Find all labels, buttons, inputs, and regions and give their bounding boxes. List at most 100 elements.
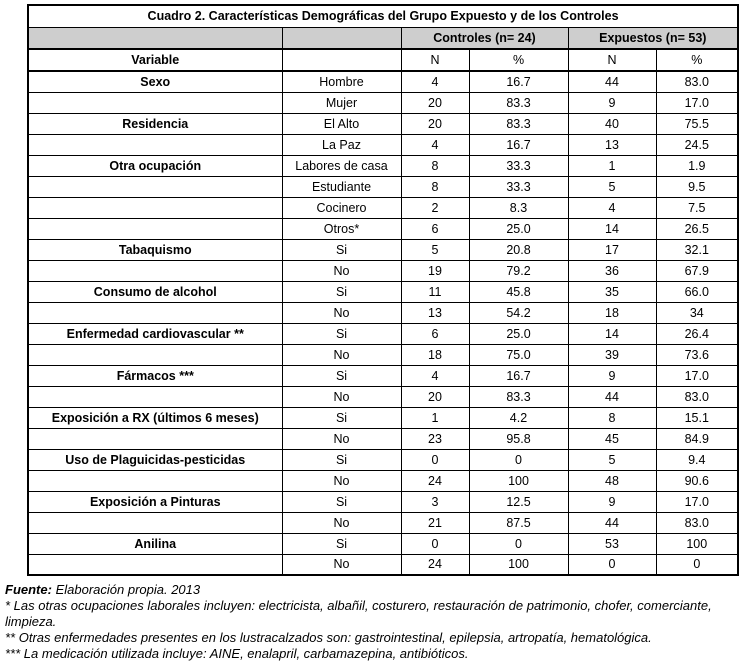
cell-controles-pct: 16.7 <box>468 133 569 156</box>
cell-expuestos-pct: 83.0 <box>655 385 739 408</box>
group-controles-header: Controles (n= 24) <box>400 26 569 50</box>
table-row: Residencia El Alto 20 83.3 40 75.5 <box>27 112 739 135</box>
cell-controles-pct: 20.8 <box>468 238 569 261</box>
cell-expuestos-pct: 73.6 <box>655 343 739 366</box>
cell-expuestos-n: 5 <box>567 448 657 471</box>
table-row: No 21 87.5 44 83.0 <box>27 511 739 534</box>
cell-controles-n: 8 <box>400 154 470 177</box>
cell-controles-n: 4 <box>400 70 470 93</box>
table-row: No 18 75.0 39 73.6 <box>27 343 739 366</box>
cell-category: No <box>281 427 402 450</box>
cell-expuestos-pct: 7.5 <box>655 196 739 219</box>
table-row: Fármacos *** Si 4 16.7 9 17.0 <box>27 364 739 387</box>
cell-variable: Exposición a Pinturas <box>27 490 283 513</box>
cell-controles-pct: 95.8 <box>468 427 569 450</box>
cell-expuestos-n: 44 <box>567 385 657 408</box>
cell-expuestos-n: 14 <box>567 217 657 240</box>
cell-variable: Residencia <box>27 112 283 135</box>
cell-controles-n: 4 <box>400 133 470 156</box>
cell-controles-n: 18 <box>400 343 470 366</box>
cell-expuestos-n: 0 <box>567 553 657 576</box>
cell-expuestos-n: 39 <box>567 343 657 366</box>
cell-variable <box>27 343 283 366</box>
variable-header-cell: Variable <box>27 48 283 72</box>
cell-expuestos-n: 9 <box>567 91 657 114</box>
cell-expuestos-n: 18 <box>567 301 657 324</box>
cell-controles-n: 6 <box>400 322 470 345</box>
cell-expuestos-pct: 24.5 <box>655 133 739 156</box>
cell-controles-pct: 83.3 <box>468 91 569 114</box>
fuente-label: Fuente: <box>5 582 52 597</box>
cell-variable: Consumo de alcohol <box>27 280 283 303</box>
cell-variable: Exposición a RX (últimos 6 meses) <box>27 406 283 429</box>
cell-expuestos-pct: 84.9 <box>655 427 739 450</box>
cell-category: Si <box>281 490 402 513</box>
cell-controles-n: 8 <box>400 175 470 198</box>
table-row: Tabaquismo Si 5 20.8 17 32.1 <box>27 238 739 261</box>
cell-controles-n: 19 <box>400 259 470 282</box>
cell-expuestos-n: 1 <box>567 154 657 177</box>
cell-category: Estudiante <box>281 175 402 198</box>
cell-controles-n: 21 <box>400 511 470 534</box>
cell-controles-pct: 33.3 <box>468 175 569 198</box>
cell-controles-n: 6 <box>400 217 470 240</box>
cell-expuestos-pct: 34 <box>655 301 739 324</box>
cell-expuestos-pct: 90.6 <box>655 469 739 492</box>
table-row: La Paz 4 16.7 13 24.5 <box>27 133 739 156</box>
cell-expuestos-pct: 9.4 <box>655 448 739 471</box>
cell-variable <box>27 175 283 198</box>
table-row: Cocinero 2 8.3 4 7.5 <box>27 196 739 219</box>
cell-controles-pct: 33.3 <box>468 154 569 177</box>
cell-controles-n: 20 <box>400 112 470 135</box>
table-row: Exposición a Pinturas Si 3 12.5 9 17.0 <box>27 490 739 513</box>
cell-controles-n: 20 <box>400 385 470 408</box>
cell-variable <box>27 301 283 324</box>
cell-expuestos-pct: 17.0 <box>655 364 739 387</box>
cell-category: Hombre <box>281 70 402 93</box>
subheader-expuestos-n: N <box>567 48 657 72</box>
cell-expuestos-n: 8 <box>567 406 657 429</box>
table-row: Anilina Si 0 0 53 100 <box>27 532 739 555</box>
cell-variable: Sexo <box>27 70 283 93</box>
table-row: No 23 95.8 45 84.9 <box>27 427 739 450</box>
cell-controles-pct: 25.0 <box>468 217 569 240</box>
cell-category: Cocinero <box>281 196 402 219</box>
cell-expuestos-pct: 83.0 <box>655 511 739 534</box>
fuente-text: Elaboración propia. 2013 <box>55 582 201 597</box>
table-row: No 24 100 0 0 <box>27 553 739 576</box>
cell-category: Si <box>281 448 402 471</box>
subheader-expuestos-pct: % <box>655 48 739 72</box>
cell-category: No <box>281 301 402 324</box>
cell-controles-pct: 100 <box>468 469 569 492</box>
cell-expuestos-n: 9 <box>567 490 657 513</box>
cell-controles-pct: 75.0 <box>468 343 569 366</box>
table-row: No 20 83.3 44 83.0 <box>27 385 739 408</box>
table-row: Otros* 6 25.0 14 26.5 <box>27 217 739 240</box>
cell-controles-n: 1 <box>400 406 470 429</box>
cell-variable: Anilina <box>27 532 283 555</box>
subheader-controles-pct: % <box>468 48 569 72</box>
cell-controles-n: 24 <box>400 553 470 576</box>
table-row: Otra ocupación Labores de casa 8 33.3 1 … <box>27 154 739 177</box>
cell-expuestos-n: 36 <box>567 259 657 282</box>
cell-controles-pct: 79.2 <box>468 259 569 282</box>
fuente-line: Fuente: Elaboración propia. 2013 <box>5 582 753 598</box>
cell-category: No <box>281 469 402 492</box>
cell-controles-n: 23 <box>400 427 470 450</box>
cell-category: No <box>281 259 402 282</box>
table-row: Enfermedad cardiovascular ** Si 6 25.0 1… <box>27 322 739 345</box>
table-title: Cuadro 2. Características Demográficas d… <box>27 4 739 28</box>
subheader-row: Variable N % N % <box>27 48 739 72</box>
group-expuestos-header: Expuestos (n= 53) <box>567 26 739 50</box>
cell-controles-pct: 83.3 <box>468 112 569 135</box>
footnote-otras-ocupaciones: * Las otras ocupaciones laborales incluy… <box>5 598 712 629</box>
cell-expuestos-n: 48 <box>567 469 657 492</box>
cell-variable <box>27 385 283 408</box>
cell-expuestos-n: 44 <box>567 70 657 93</box>
cell-expuestos-n: 4 <box>567 196 657 219</box>
table-row: Estudiante 8 33.3 5 9.5 <box>27 175 739 198</box>
cell-expuestos-pct: 9.5 <box>655 175 739 198</box>
title-row: Cuadro 2. Características Demográficas d… <box>27 4 739 28</box>
cell-controles-pct: 45.8 <box>468 280 569 303</box>
cell-expuestos-n: 13 <box>567 133 657 156</box>
